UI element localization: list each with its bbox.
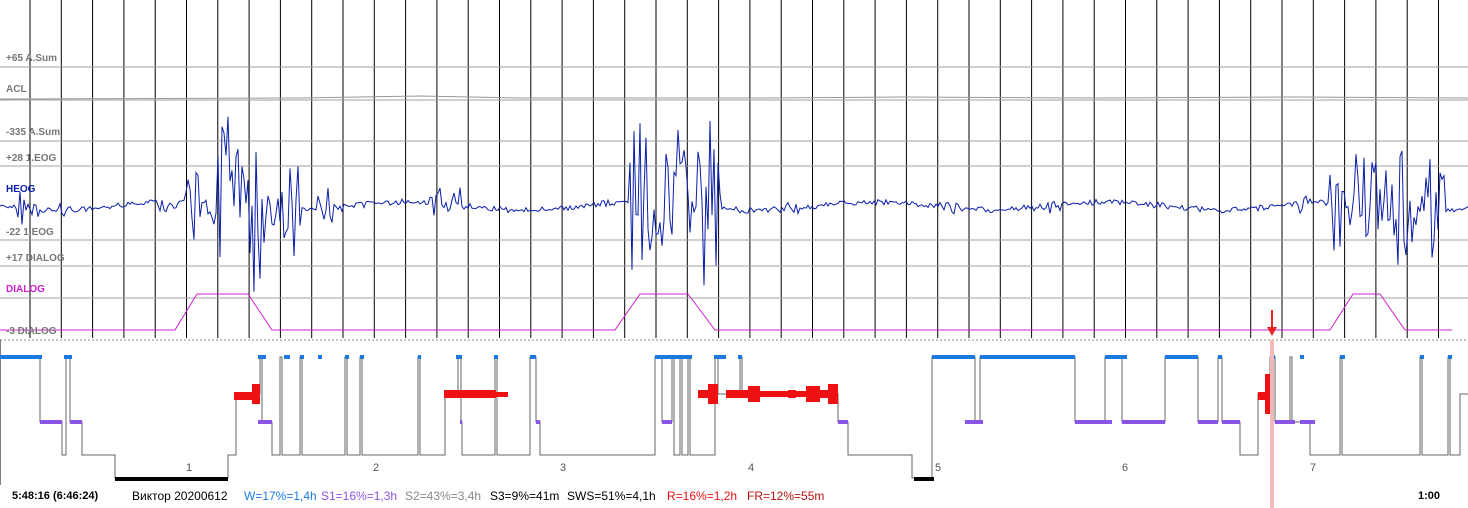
stat-rem: R=16%=1,2h [667, 489, 738, 503]
s1-segment [460, 420, 462, 424]
wake-segment [64, 355, 72, 359]
hour-label-1: 1 [186, 462, 192, 474]
wake-segment [714, 355, 726, 359]
rem-segment [234, 392, 256, 400]
wake-segment [318, 355, 322, 359]
label-leog-low: -22 1.EOG [6, 227, 54, 238]
s1-segment [1300, 420, 1315, 424]
label-dialog-low: -3 DIALOG [6, 326, 57, 337]
stat-s1: S1=16%=1,3h [321, 489, 398, 503]
stat-s3: S3=9%=41m [490, 489, 560, 503]
wake-segment [360, 355, 364, 359]
s1-segment [1122, 420, 1165, 424]
wake-segment [284, 355, 290, 359]
wake-segment [1448, 355, 1452, 359]
s1-segment [662, 420, 672, 424]
record-name: Виктор 20200612 [132, 489, 228, 503]
s1-segment [536, 420, 540, 424]
stat-frem: FR=12%=55m [747, 489, 825, 503]
s1-segment [1198, 420, 1218, 424]
vertical-grid [29, 0, 1439, 338]
label-heog: HEOG [6, 184, 36, 195]
rem-segment [493, 392, 508, 397]
wake-segment [456, 355, 462, 359]
label-dialog-high: +17 DIALOG [6, 253, 65, 264]
hour-label-5: 5 [935, 462, 941, 474]
hour-label-4: 4 [748, 462, 754, 474]
wake-segment [300, 355, 304, 359]
status-bar: 5:48:16 (6:46:24) Виктор 20200612 W=17%=… [0, 485, 1468, 508]
wake-segment [530, 355, 536, 359]
wake-segment [1218, 355, 1222, 359]
label-acl: ACL [6, 84, 27, 95]
cursor-arrow-icon [1267, 327, 1277, 336]
acl-trace [0, 95, 1468, 100]
s1-segment [40, 420, 62, 424]
stat-wake: W=17%=1,4h [244, 489, 317, 503]
wake-segment [0, 355, 42, 359]
label-asum-low: -335 A.Sum [6, 127, 60, 138]
rem-segment [708, 384, 718, 404]
hour-label-3: 3 [560, 462, 566, 474]
wake-segment [1340, 355, 1345, 359]
wake-segment [1165, 355, 1198, 359]
hypnogram[interactable] [0, 355, 1468, 481]
heog-trace [0, 116, 1468, 292]
wake-segment [418, 355, 421, 359]
hypnogram-step-line [0, 356, 1468, 479]
rem-segment [444, 390, 496, 398]
horizontal-grid [0, 66, 1468, 299]
label-leog-high: +28 1.EOG [6, 153, 57, 164]
hour-label-6: 6 [1122, 462, 1128, 474]
s1-segment [838, 420, 848, 424]
wake-segment [1105, 355, 1127, 359]
stat-sws: SWS=51%=4,1h [567, 489, 656, 503]
wake-segment [345, 355, 349, 359]
rem-segment [726, 390, 754, 398]
hour-label-2: 2 [373, 462, 379, 474]
rem-segment [788, 390, 796, 398]
wake-segment [738, 355, 742, 359]
label-asum-high: +65 A.Sum [6, 53, 57, 64]
wake-segment [655, 355, 692, 359]
wake-segment [1300, 355, 1304, 359]
sws-segment [914, 477, 934, 481]
dialog-trace [0, 293, 1452, 331]
window-duration: 1:00 [1418, 490, 1441, 502]
stat-s2: S2=43%=3,4h [405, 489, 482, 503]
rem-segment [748, 386, 760, 402]
wake-segment [494, 355, 498, 359]
rem-segment [828, 384, 838, 404]
rem-segment [252, 384, 260, 404]
rem-segment [806, 386, 820, 402]
rem-segment [760, 391, 790, 397]
s1-segment [70, 420, 82, 424]
s1-segment [1222, 420, 1240, 424]
wake-segment [980, 355, 1075, 359]
time-cursor[interactable] [1267, 310, 1277, 508]
wake-segment [258, 355, 266, 359]
s1-segment [965, 420, 983, 424]
sws-segment [115, 477, 228, 481]
wake-segment [932, 355, 975, 359]
current-time: 5:48:16 (6:46:24) [12, 490, 99, 502]
wake-segment [1420, 355, 1424, 359]
rem-segment [796, 391, 812, 397]
rem-segment [1265, 374, 1273, 414]
s1-segment [1275, 420, 1295, 424]
s1-segment [258, 420, 272, 424]
s1-segment [1075, 420, 1112, 424]
label-dialog: DIALOG [6, 284, 45, 295]
hour-label-7: 7 [1310, 462, 1316, 474]
